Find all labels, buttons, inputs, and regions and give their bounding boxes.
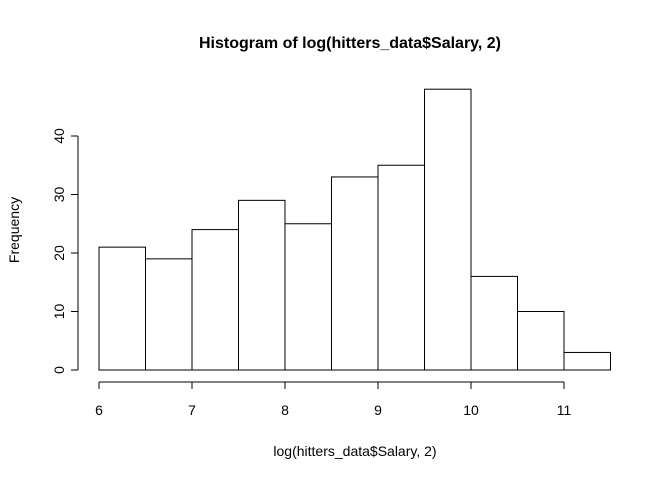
y-tick-label: 30: [51, 187, 67, 203]
histogram-bar: [424, 88, 472, 371]
histogram-bar: [377, 164, 425, 371]
x-tick-label: 6: [95, 402, 103, 418]
x-tick-label: 7: [188, 402, 196, 418]
histogram-bar: [470, 275, 518, 371]
y-tick-label: 20: [51, 245, 67, 261]
histogram-bar: [145, 258, 193, 371]
x-axis-label: log(hitters_data$Salary, 2): [273, 443, 436, 459]
x-axis: 6 7 8 9 10 11: [95, 381, 572, 418]
histogram-bar: [284, 223, 332, 371]
histogram-bar: [98, 246, 146, 371]
x-tick-label: 8: [281, 402, 289, 418]
y-tick-label: 10: [51, 304, 67, 320]
histogram-bar: [563, 351, 611, 371]
bars-group: [98, 88, 611, 371]
x-tick-label: 11: [557, 402, 572, 418]
histogram-bar: [331, 176, 379, 371]
y-tick-label: 0: [51, 366, 67, 374]
y-tick-label: 40: [51, 128, 67, 144]
histogram-bar: [238, 199, 286, 371]
y-axis: 0 10 20 30 40: [51, 128, 79, 374]
histogram-bar: [517, 311, 565, 371]
x-tick-label: 9: [374, 402, 382, 418]
histogram-bar: [191, 229, 239, 371]
y-axis-label: Frequency: [6, 197, 22, 263]
chart-title: Histogram of log(hitters_data$Salary, 2): [199, 35, 501, 52]
x-tick-label: 10: [463, 402, 479, 418]
